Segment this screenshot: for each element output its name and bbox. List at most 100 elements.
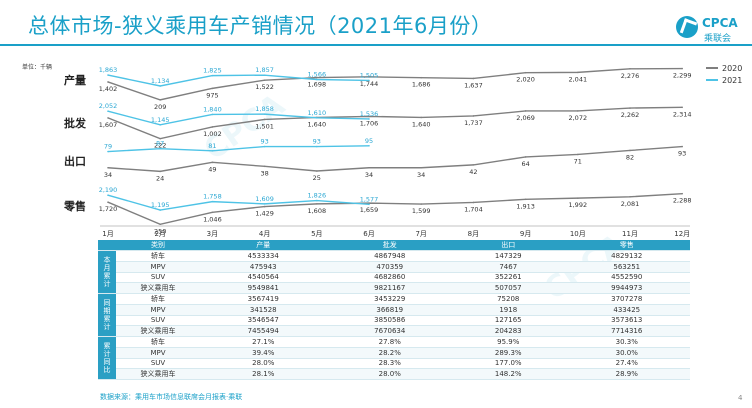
data-point-2021: [107, 194, 109, 196]
data-point-2021: [263, 145, 266, 148]
data-point-2020: [263, 165, 266, 168]
data-point-2020: [681, 145, 683, 148]
data-point-2021: [368, 145, 370, 147]
data-point-2021: [107, 110, 109, 113]
table-cell: 9944973: [563, 282, 690, 294]
table-cell: 352261: [453, 272, 564, 283]
table-row-category: 轿车: [116, 293, 200, 305]
data-label-2020: 1,637: [464, 81, 483, 89]
data-label-2021: 1,505: [360, 71, 379, 79]
table-cell: 470359: [326, 261, 453, 273]
table-row: 本月累计 轿车 4533334 4867948 147329 4829132: [98, 250, 690, 294]
table-cell: 475943: [200, 261, 327, 273]
data-point-2020: [368, 202, 370, 204]
table-cell: 95.9%: [453, 336, 564, 348]
data-point-2020: [629, 107, 631, 109]
line-chart: 产量 1,402 209 975 1,522 1,698 1,744 1,686 1,637 2,…: [63, 66, 692, 238]
data-label-2020: 1,522: [255, 83, 274, 91]
table-row-category: MPV: [116, 261, 200, 273]
legend-item-2020: 2020: [706, 62, 742, 74]
table-cell: 28.3%: [326, 358, 453, 369]
data-label-2020: 1,607: [99, 121, 118, 129]
data-label-2020: 1,002: [203, 130, 222, 138]
table-cell: 4533334: [200, 250, 327, 262]
legend-item-2021: 2021: [706, 74, 742, 86]
table-group-label: 同期累计: [98, 293, 116, 337]
table-cell: 28.0%: [200, 358, 327, 369]
table-row-category: 狭义乘用车: [116, 282, 200, 294]
table-row-category: SUV: [116, 315, 200, 326]
data-label-2020: 1,608: [307, 207, 326, 215]
unit-label: 单位：千辆: [22, 64, 53, 71]
table-row: MPV 39.4% 28.2% 289.3% 30.0%: [98, 347, 690, 359]
table-row-category: MPV: [116, 304, 200, 316]
data-point-2021: [159, 124, 161, 126]
table-cell: 28.2%: [326, 347, 453, 359]
data-label-2020: 2,072: [568, 114, 587, 122]
data-label-2021: 1,825: [203, 67, 222, 75]
table-cell: 4829132: [563, 250, 690, 262]
data-label-2021: 1,857: [255, 66, 274, 74]
data-point-2021: [368, 118, 370, 120]
x-tick-label: 11月: [622, 230, 638, 238]
data-point-2020: [472, 201, 475, 204]
data-point-2020: [472, 115, 475, 117]
data-point-2021: [211, 113, 214, 116]
data-label-2020: 82: [626, 153, 634, 161]
series-line-2021: [107, 110, 370, 126]
data-point-2021: [211, 150, 214, 152]
data-label-2020: 250: [154, 227, 166, 235]
data-point-2021: [159, 209, 161, 211]
data-point-2021: [368, 79, 370, 82]
data-point-2020: [159, 223, 161, 226]
table-cell: 4552590: [563, 272, 690, 283]
table-cell: 4540564: [200, 272, 327, 283]
data-point-2020: [107, 81, 109, 83]
table-cell: 3707278: [563, 293, 690, 305]
legend-label-2021: 2021: [722, 75, 743, 85]
data-label-2020: 1,599: [412, 207, 431, 215]
data-label-2020: 2,020: [516, 76, 535, 84]
page-number: 4: [738, 394, 743, 402]
series-line-2020: [107, 192, 683, 225]
data-label-2020: 2,314: [673, 110, 692, 118]
legend-label-2020: 2020: [722, 63, 743, 73]
table-cell: 30.3%: [563, 336, 690, 348]
table-row: 狭义乘用车 28.1% 28.0% 148.2% 28.9%: [98, 368, 690, 380]
table-cell: 127165: [453, 315, 564, 326]
data-label-2020: 2,299: [673, 72, 692, 80]
data-label-2020: 42: [469, 168, 477, 176]
x-tick-label: 9月: [520, 230, 531, 238]
data-point-2020: [420, 116, 423, 119]
table-header: 批发: [326, 240, 453, 251]
table-row: SUV 4540564 4682860 352261 4552590: [98, 272, 690, 283]
table-cell: 4867948: [326, 250, 453, 262]
data-label-2020: 71: [574, 157, 582, 165]
data-point-2020: [577, 110, 579, 112]
table-cell: 28.0%: [326, 368, 453, 380]
data-label-2020: 2,069: [516, 114, 535, 122]
logo-text: CPCA: [702, 16, 738, 30]
table-cell: 7670634: [326, 325, 453, 337]
data-point-2021: [211, 200, 214, 203]
data-source: 数据来源：乘用车市场信息联席会月报表·乘联: [100, 393, 243, 401]
table-cell: 3850586: [326, 315, 453, 326]
series-line-2020: [107, 145, 683, 173]
data-label-2021: 2,052: [99, 102, 118, 110]
data-point-2021: [107, 150, 109, 153]
table-cell: 39.4%: [200, 347, 327, 359]
data-point-2020: [263, 118, 266, 121]
data-label-2020: 34: [104, 171, 112, 179]
table-row: 累计同比 轿车 27.1% 27.8% 95.9% 30.3%: [98, 336, 690, 380]
data-label-2020: 1,913: [516, 202, 535, 210]
data-label-2020: 1,706: [360, 119, 379, 127]
table-cell: 204283: [453, 325, 564, 337]
data-label-2020: 49: [208, 165, 216, 173]
data-point-2021: [159, 147, 161, 150]
data-point-2020: [681, 192, 683, 195]
x-tick-label: 4月: [259, 230, 270, 238]
table-cell: 7714316: [563, 325, 690, 337]
x-tick-label: 12月: [674, 230, 690, 238]
series-line-2020: [107, 106, 683, 140]
table-cell: 341528: [200, 304, 327, 316]
